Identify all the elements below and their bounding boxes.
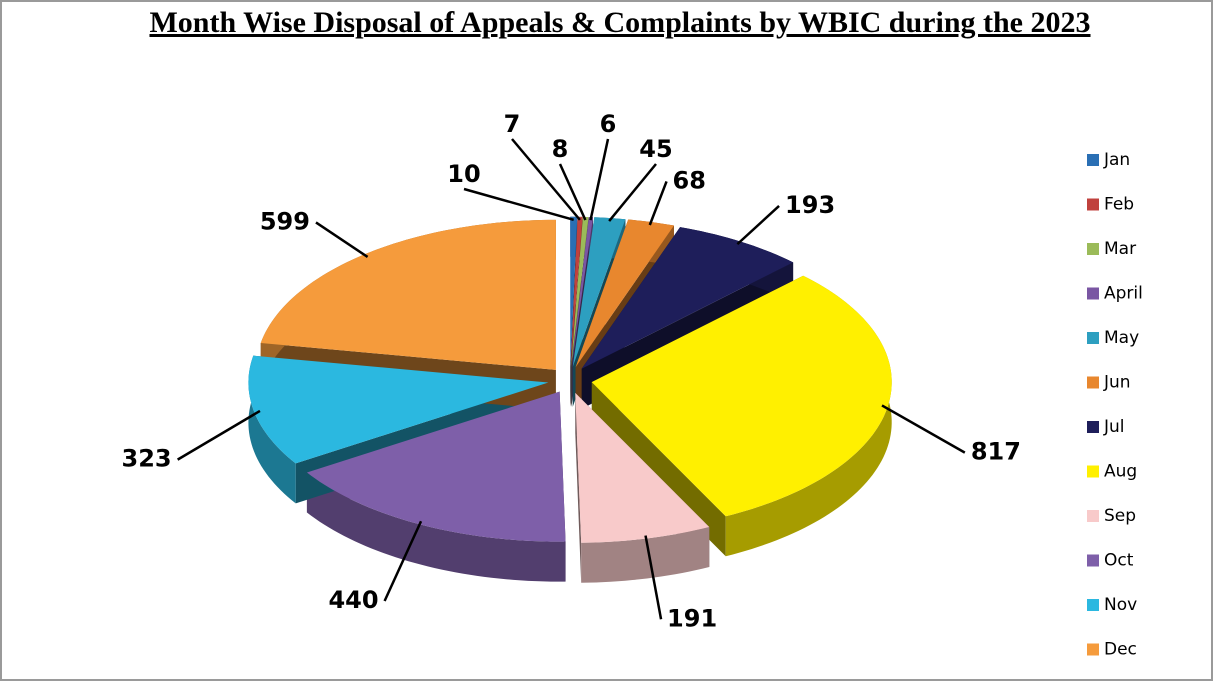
data-label: 68 [673, 166, 706, 194]
leader-line [608, 163, 657, 222]
leader-line [881, 404, 966, 454]
slice-side [260, 219, 556, 410]
slice [306, 391, 566, 542]
slice [575, 219, 674, 368]
slice [248, 355, 549, 464]
leader-line [589, 138, 610, 221]
data-label: 7 [504, 110, 521, 138]
leader-line [644, 535, 663, 620]
legend-label: May [1104, 328, 1139, 348]
leader-line [383, 520, 423, 602]
leader-line [648, 181, 668, 226]
legend-label: Mar [1104, 239, 1136, 259]
data-label: 191 [667, 604, 717, 632]
slice-tops [248, 216, 892, 543]
data-label: 10 [447, 160, 480, 188]
legend-label: Feb [1104, 195, 1134, 215]
leader-line [736, 205, 780, 246]
legend-label: Jul [1103, 417, 1125, 437]
legend-label: Jun [1103, 373, 1131, 393]
slice-side [581, 527, 710, 583]
legend-swatch [1087, 643, 1099, 656]
leader-line [315, 221, 369, 259]
data-label: 323 [122, 445, 172, 473]
legend-label: Aug [1104, 462, 1137, 482]
data-label: 817 [971, 438, 1021, 466]
legend-label: Sep [1104, 506, 1136, 526]
legend-swatch [1087, 599, 1099, 611]
legend-swatch [1087, 332, 1099, 344]
data-label: 6 [600, 110, 617, 138]
slice [572, 217, 626, 367]
slice [570, 216, 578, 367]
slice [591, 275, 892, 517]
legend-label: April [1104, 284, 1143, 304]
slice-side [306, 472, 566, 582]
slice [570, 216, 583, 367]
legend-label: Oct [1104, 551, 1134, 571]
legend-swatch [1087, 243, 1099, 255]
chart-title: Month Wise Disposal of Appeals & Complai… [149, 6, 1091, 39]
legend-swatch [1087, 421, 1099, 433]
legend-swatch [1087, 287, 1099, 300]
legend-label: Dec [1104, 640, 1137, 660]
slice [571, 216, 589, 367]
legend-swatch [1087, 554, 1099, 567]
leader-line [177, 409, 261, 461]
slice [581, 227, 794, 369]
legend-label: Jan [1103, 150, 1130, 170]
slice [571, 217, 593, 367]
legend-label: Nov [1104, 595, 1137, 615]
leader-line [463, 187, 575, 222]
legend-swatch [1087, 198, 1099, 211]
data-label: 440 [328, 586, 378, 614]
data-label: 8 [552, 135, 569, 163]
slice [575, 392, 710, 543]
data-label: 599 [260, 207, 310, 235]
legend-swatch [1087, 510, 1099, 522]
slice-side [248, 355, 296, 504]
leader-line [558, 163, 587, 221]
leader-line [511, 138, 581, 221]
data-label: 45 [639, 135, 672, 163]
data-label: 193 [785, 191, 835, 219]
legend-swatch [1087, 154, 1099, 166]
legend-swatch [1087, 376, 1099, 389]
slice [260, 219, 556, 370]
legend-swatch [1087, 465, 1099, 478]
